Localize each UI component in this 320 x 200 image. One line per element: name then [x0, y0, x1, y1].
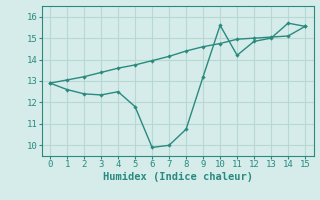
X-axis label: Humidex (Indice chaleur): Humidex (Indice chaleur) — [103, 172, 252, 182]
